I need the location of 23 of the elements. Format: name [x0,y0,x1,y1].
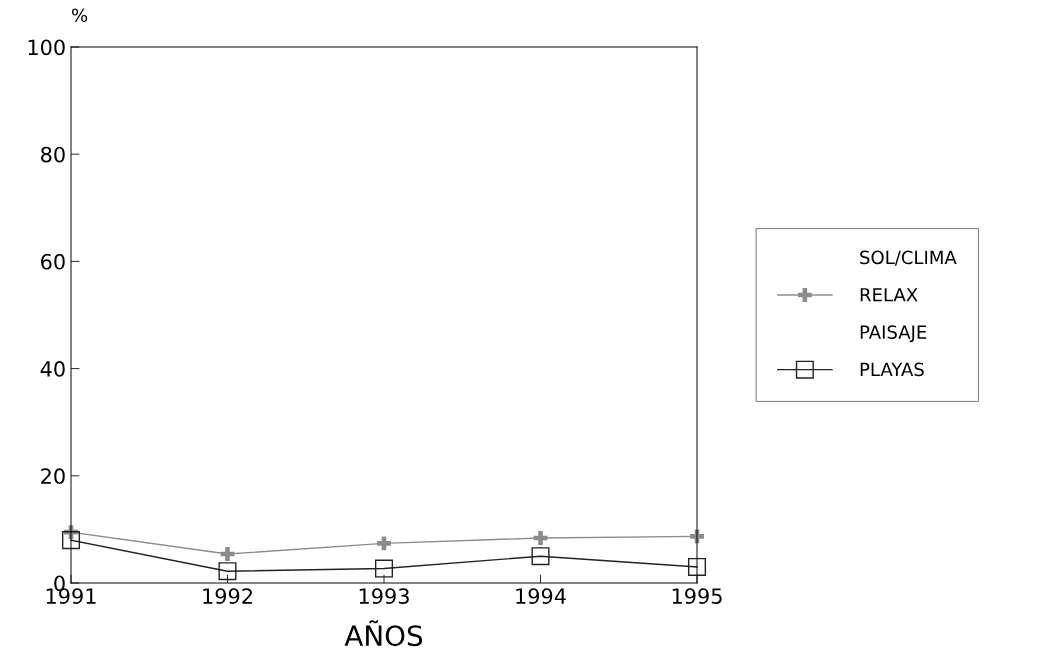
text: SOL/CLIMA [860,250,957,266]
x-tick-label: 1992 [203,588,252,604]
point [374,559,394,578]
point [531,547,550,566]
y-tick-label: 100 [28,39,65,56]
legend-label: PLAYAS [860,362,924,377]
y-tick-label: 60 [41,253,65,270]
text: PAISAJE [860,325,927,343]
y-tick-label: 40 [40,361,65,377]
point [218,562,237,581]
x-tick-label: 1995 [672,588,722,604]
point [61,531,81,550]
y-tick-label: 20 [41,468,65,485]
point [377,536,391,551]
point [533,531,548,545]
x-axis-title: AÑOS [344,620,423,647]
y-axis-title: % [72,8,88,23]
x-tick-label: 1994 [516,588,566,604]
x-tick-label: 1993 [359,588,409,604]
y-tick-label: 80 [41,146,65,163]
point [220,547,235,561]
point [687,557,707,576]
legend-label: RELAX [860,288,918,302]
